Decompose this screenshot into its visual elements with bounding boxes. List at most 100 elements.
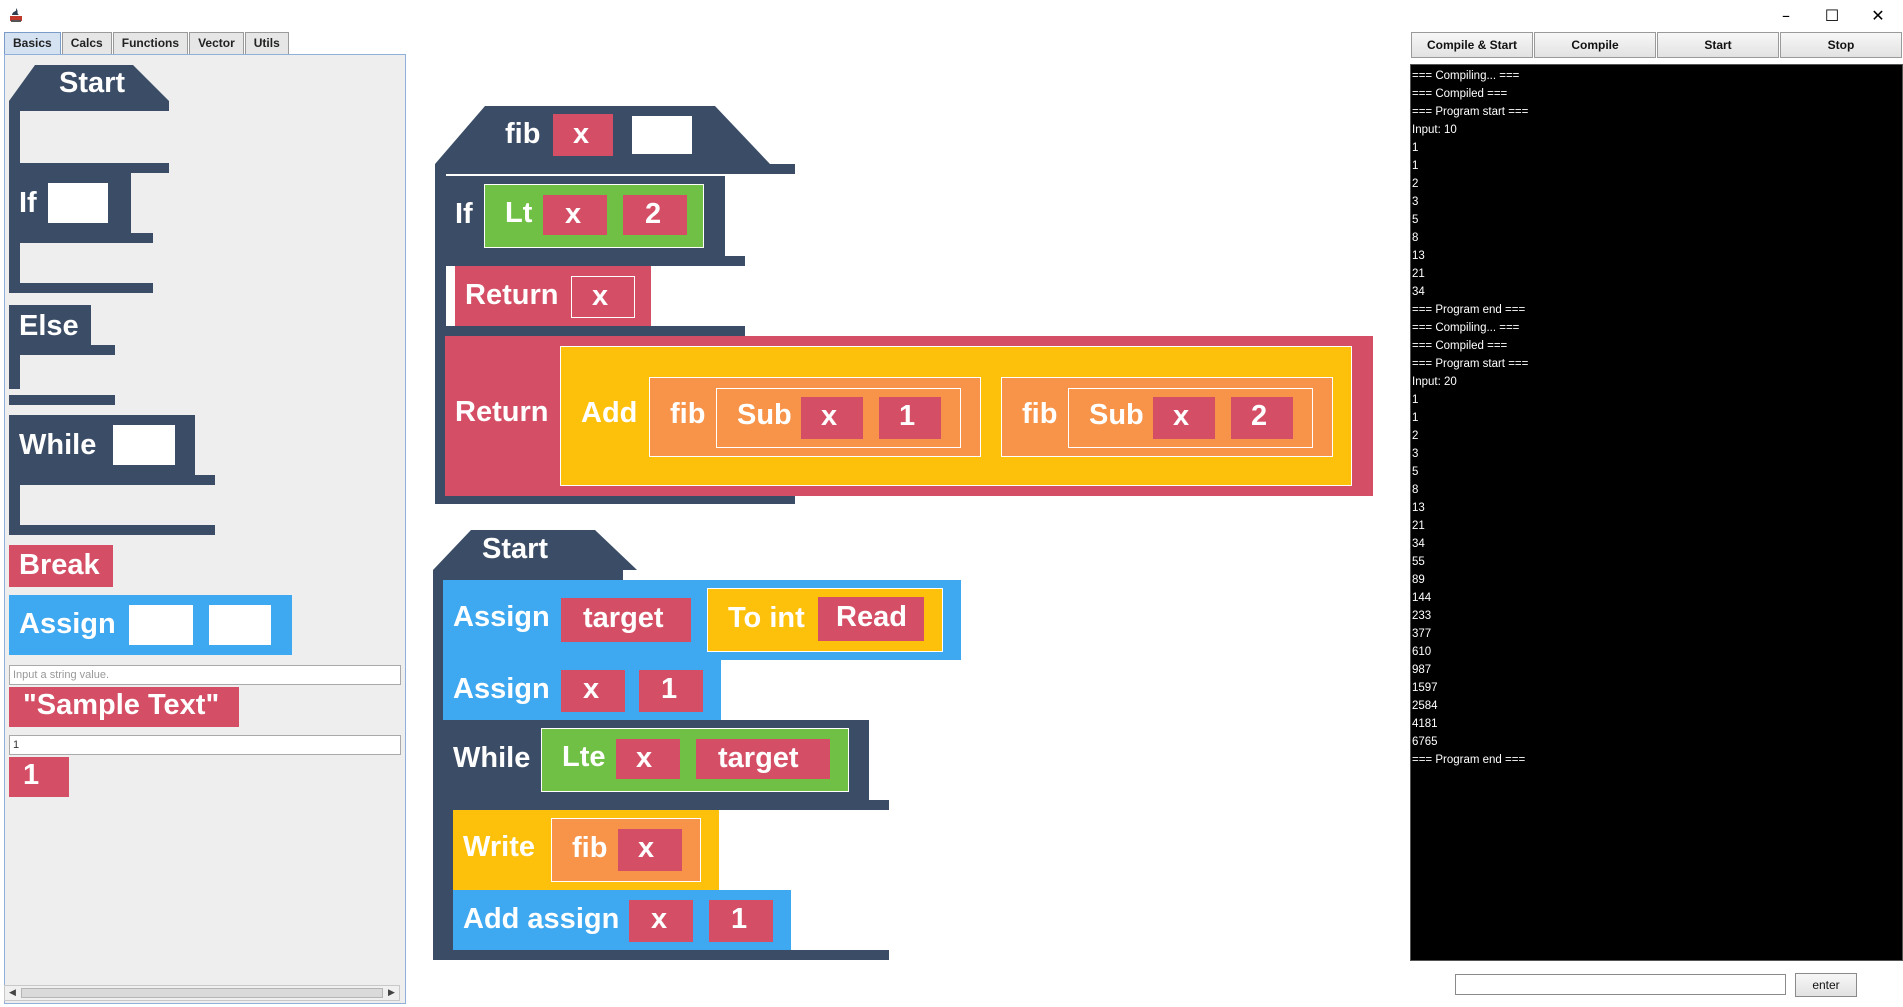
string-value-input[interactable]: [9, 665, 401, 685]
lte-block[interactable]: Lte x target: [541, 728, 849, 792]
return1-x[interactable]: x: [571, 276, 635, 318]
compile-and-start-button[interactable]: Compile & Start: [1411, 32, 1533, 58]
assign-x-block[interactable]: Assign x 1: [443, 660, 721, 720]
close-button[interactable]: ✕: [1871, 5, 1885, 25]
sub-b-n-label: 2: [1251, 400, 1268, 432]
add-assign-x[interactable]: x: [629, 900, 693, 942]
console-line: 13: [1412, 502, 1425, 514]
console-line: 6765: [1412, 736, 1438, 748]
palette-break-block[interactable]: Break: [9, 545, 113, 587]
tab-functions[interactable]: Functions: [112, 32, 189, 54]
fib-if-label: If: [455, 198, 473, 230]
add-block[interactable]: Add fib Sub x 1 fib Sub x: [560, 346, 1352, 486]
fib-call-a[interactable]: fib Sub x 1: [649, 377, 981, 457]
write-x[interactable]: x: [618, 829, 682, 871]
tab-utils[interactable]: Utils: [244, 32, 289, 54]
sub-a-x[interactable]: x: [801, 397, 863, 439]
while-main-label: While: [453, 742, 531, 774]
else-body-top: [9, 345, 115, 355]
tab-vector[interactable]: Vector: [189, 32, 244, 54]
maximize-button[interactable]: ☐: [1824, 5, 1840, 25]
to-int-block[interactable]: To int Read: [707, 588, 943, 652]
console-line: 1: [1412, 412, 1419, 424]
assign-value-slot[interactable]: [209, 605, 271, 645]
lte-x[interactable]: x: [616, 739, 680, 779]
title-bar: – ☐ ✕: [0, 0, 1903, 30]
console-line: 144: [1412, 592, 1432, 604]
console-line: 4181: [1412, 718, 1438, 730]
write-fib-call[interactable]: fib x: [551, 818, 701, 882]
read-block[interactable]: Read: [818, 597, 924, 641]
fib-param[interactable]: x: [553, 114, 613, 156]
sub-b-x-label: x: [1173, 400, 1190, 432]
while-body-bar: [9, 475, 20, 527]
lt-block[interactable]: Lt x 2: [484, 184, 704, 248]
assign1-target-label: target: [583, 602, 664, 634]
assign1-target[interactable]: target: [561, 598, 691, 642]
assign2-x[interactable]: x: [561, 670, 625, 712]
else-body-bottom: [9, 395, 115, 405]
sub-a-n[interactable]: 1: [879, 397, 941, 439]
console-line: 1: [1412, 142, 1419, 154]
if-body-bar: [9, 233, 20, 285]
write-block[interactable]: Write fib x: [453, 810, 719, 890]
minimize-button[interactable]: –: [1782, 5, 1790, 25]
console-input-field[interactable]: [1455, 974, 1786, 995]
assign2-x-label: x: [583, 673, 600, 705]
fib-if-top: [445, 256, 745, 266]
scroll-left-icon[interactable]: ◀: [9, 988, 16, 998]
lt-b[interactable]: 2: [623, 195, 687, 235]
sub-b[interactable]: Sub x 2: [1068, 388, 1313, 448]
scrollbar-thumb[interactable]: [21, 988, 383, 998]
console-line: === Program start ===: [1412, 106, 1529, 118]
start-button[interactable]: Start: [1657, 32, 1779, 58]
while-main-top: [443, 800, 889, 810]
palette-horizontal-scrollbar[interactable]: ◀ ▶: [4, 985, 400, 1001]
tab-basics[interactable]: Basics: [4, 32, 61, 54]
lte-target[interactable]: target: [696, 739, 830, 779]
fib-param-slot[interactable]: [632, 116, 692, 154]
add-assign-val-label: 1: [731, 903, 748, 935]
stop-button[interactable]: Stop: [1780, 32, 1902, 58]
add-label: Add: [581, 397, 638, 429]
console-line: === Compiling... ===: [1412, 322, 1520, 334]
assign2-label: Assign: [453, 673, 550, 705]
palette-number-block[interactable]: 1: [9, 757, 69, 797]
lte-label: Lte: [562, 741, 606, 773]
console-line: 8: [1412, 232, 1419, 244]
scroll-right-icon[interactable]: ▶: [388, 988, 395, 998]
console-line: 987: [1412, 664, 1432, 676]
sub-a[interactable]: Sub x 1: [716, 388, 961, 448]
fib-param-label: x: [573, 118, 590, 150]
fib-b-label: fib: [1022, 398, 1058, 430]
return-x-block[interactable]: Return x: [455, 266, 651, 326]
console-line: 3: [1412, 448, 1419, 460]
console-line: 34: [1412, 538, 1425, 550]
if-condition-slot[interactable]: [48, 183, 108, 223]
fib-if-bottom: [445, 326, 745, 336]
palette-assign-block[interactable]: Assign: [9, 595, 292, 655]
output-console[interactable]: === Compiling... === === Compiled === === …: [1410, 64, 1903, 961]
sub-b-n[interactable]: 2: [1231, 397, 1293, 439]
palette-string-block[interactable]: "Sample Text": [9, 687, 239, 727]
add-assign-block[interactable]: Add assign x 1: [453, 890, 791, 950]
compile-button[interactable]: Compile: [1534, 32, 1656, 58]
start-block-shape: [9, 65, 169, 173]
tab-calcs[interactable]: Calcs: [61, 32, 112, 54]
while-condition-slot[interactable]: [113, 425, 175, 465]
while-body-top: [9, 475, 215, 485]
console-line: 8: [1412, 484, 1419, 496]
fib-call-b[interactable]: fib Sub x 2: [1001, 377, 1333, 457]
console-line: 2: [1412, 430, 1419, 442]
assign2-val[interactable]: 1: [639, 670, 703, 712]
return-add-block[interactable]: Return Add fib Sub x 1 fib Sub: [445, 336, 1373, 496]
assign-target-slot[interactable]: [129, 605, 193, 645]
lt-a[interactable]: x: [543, 195, 607, 235]
console-line: 1: [1412, 160, 1419, 172]
number-value-input[interactable]: [9, 735, 401, 755]
add-assign-val[interactable]: 1: [709, 900, 773, 942]
enter-button[interactable]: enter: [1795, 973, 1857, 997]
return1-x-label: x: [592, 280, 609, 312]
sub-b-x[interactable]: x: [1153, 397, 1215, 439]
assign-target-block[interactable]: Assign target To int Read: [443, 580, 961, 660]
